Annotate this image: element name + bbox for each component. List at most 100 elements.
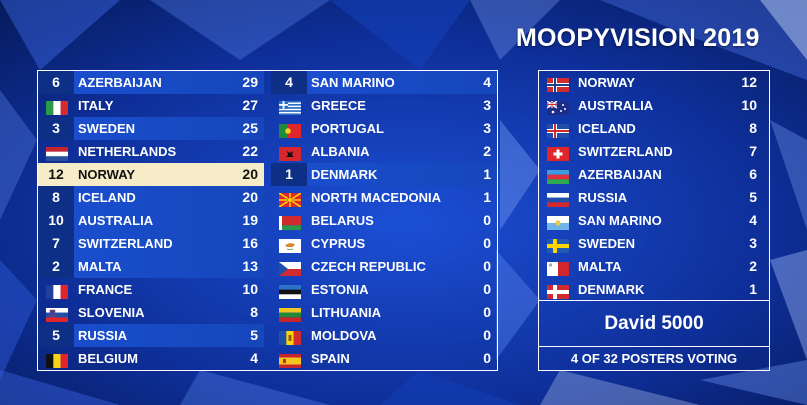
country-name: CYPRUS — [311, 236, 366, 251]
points-received: 5 — [38, 324, 74, 347]
country-name: SPAIN — [311, 351, 350, 366]
by-flag-icon — [279, 214, 301, 230]
vote-points: 12 — [741, 74, 757, 90]
vote-country-name: RUSSIA — [578, 190, 628, 205]
lt-flag-icon — [279, 306, 301, 322]
vote-points: 8 — [749, 120, 757, 136]
country-score: 25 — [242, 120, 258, 136]
country-name: MALTA — [78, 259, 122, 274]
country-name: RUSSIA — [78, 328, 128, 343]
country-score: 0 — [483, 212, 491, 228]
country-score: 19 — [242, 212, 258, 228]
ch-flag-icon — [547, 145, 569, 161]
vote-country-name: MALTA — [578, 259, 622, 274]
points-received: 3 — [38, 117, 74, 140]
vote-country-name: DENMARK — [578, 282, 645, 297]
vote-row: AZERBAIJAN 6 — [539, 163, 769, 186]
points-received — [271, 186, 307, 209]
points-received: 1 — [271, 163, 307, 186]
country-name: ITALY — [78, 98, 114, 113]
points-received: 8 — [38, 186, 74, 209]
au-flag-icon — [546, 99, 569, 115]
country-score: 0 — [483, 304, 491, 320]
al-flag-icon — [279, 145, 301, 161]
country-name: SAN MARINO — [311, 75, 395, 90]
country-score: 13 — [242, 258, 258, 274]
vote-points: 4 — [749, 212, 757, 228]
country-score: 29 — [242, 74, 258, 90]
country-name: NORWAY — [78, 167, 136, 182]
country-score: 3 — [483, 97, 491, 113]
vote-row: ICELAND 8 — [539, 117, 769, 140]
country-name: ICELAND — [78, 190, 136, 205]
scoreboard-row: FRANCE 10 — [38, 278, 264, 301]
scoreboard-row: SPAIN 0 — [271, 347, 497, 370]
country-score: 0 — [483, 235, 491, 251]
scoreboard-row: CYPRUS 0 — [271, 232, 497, 255]
vote-row: SAN MARINO 4 — [539, 209, 769, 232]
country-score: 27 — [242, 97, 258, 113]
vote-points: 5 — [749, 189, 757, 205]
scoreboard-row: GREECE 3 — [271, 94, 497, 117]
nl-flag-icon — [46, 145, 68, 161]
az-flag-icon — [547, 168, 569, 184]
vote-row: RUSSIA 5 — [539, 186, 769, 209]
points-received: 4 — [271, 71, 307, 94]
scoreboard-column-middle: 4 SAN MARINO 4 GREECE 3 PORTUGAL 3 ALBANIA 2 1 DEN… — [271, 71, 497, 370]
voter-name: David 5000 — [539, 300, 769, 347]
country-name: CZECH REPUBLIC — [311, 259, 426, 274]
scoreboard-row: LITHUANIA 0 — [271, 301, 497, 324]
votes-list: NORWAY 12 AUSTRALIA 10 ICELAND 8 SWITZERLAND 7 A… — [539, 71, 769, 301]
it-flag-icon — [46, 99, 68, 115]
points-received — [271, 347, 307, 370]
country-score: 0 — [483, 258, 491, 274]
is-flag-icon — [547, 122, 569, 138]
country-name: FRANCE — [78, 282, 133, 297]
points-received — [271, 140, 307, 163]
points-received: 12 — [38, 163, 74, 186]
country-name: DENMARK — [311, 167, 378, 182]
scoreboard-row: 12 NORWAY 20 — [38, 163, 264, 186]
vote-row: AUSTRALIA 10 — [539, 94, 769, 117]
scoreboard-row: SLOVENIA 8 — [38, 301, 264, 324]
country-name: SLOVENIA — [78, 305, 145, 320]
es-flag-icon — [279, 352, 301, 368]
vote-points: 2 — [749, 258, 757, 274]
country-score: 5 — [250, 327, 258, 343]
page-title: MOOPYVISION 2019 — [516, 24, 760, 52]
vote-country-name: SWITZERLAND — [578, 144, 673, 159]
points-received — [38, 94, 74, 117]
vote-row: SWITZERLAND 7 — [539, 140, 769, 163]
points-received: 6 — [38, 71, 74, 94]
vote-country-name: AUSTRALIA — [578, 98, 654, 113]
country-name: NETHERLANDS — [78, 144, 177, 159]
country-name: SWITZERLAND — [78, 236, 173, 251]
scoreboard-row: CZECH REPUBLIC 0 — [271, 255, 497, 278]
country-score: 20 — [242, 189, 258, 205]
scoreboard: 6 AZERBAIJAN 29 ITALY 27 3 SWEDEN 25 NETHERLANDS… — [37, 70, 498, 371]
pt-flag-icon — [279, 122, 301, 138]
country-score: 22 — [242, 143, 258, 159]
si-flag-icon — [46, 306, 68, 322]
scoreboard-row: 8 ICELAND 20 — [38, 186, 264, 209]
scoreboard-row: 2 MALTA 13 — [38, 255, 264, 278]
gr-flag-icon — [279, 99, 301, 116]
vote-country-name: NORWAY — [578, 75, 636, 90]
fr-flag-icon — [46, 283, 68, 299]
scoreboard-row: NORTH MACEDONIA 1 — [271, 186, 497, 209]
points-received — [271, 209, 307, 232]
country-name: BELARUS — [311, 213, 374, 228]
mt-flag-icon — [547, 260, 569, 276]
dk-flag-icon — [547, 283, 569, 299]
scoreboard-row: 6 AZERBAIJAN 29 — [38, 71, 264, 94]
country-score: 10 — [242, 281, 258, 297]
country-score: 4 — [250, 350, 258, 366]
mk-flag-icon — [278, 191, 302, 208]
country-name: SWEDEN — [78, 121, 136, 136]
country-score: 0 — [483, 281, 491, 297]
country-score: 2 — [483, 143, 491, 159]
scoreboard-row: ITALY 27 — [38, 94, 264, 117]
country-score: 0 — [483, 350, 491, 366]
votes-panel: NORWAY 12 AUSTRALIA 10 ICELAND 8 SWITZERLAND 7 A… — [538, 70, 770, 371]
scoreboard-row: 4 SAN MARINO 4 — [271, 71, 497, 94]
